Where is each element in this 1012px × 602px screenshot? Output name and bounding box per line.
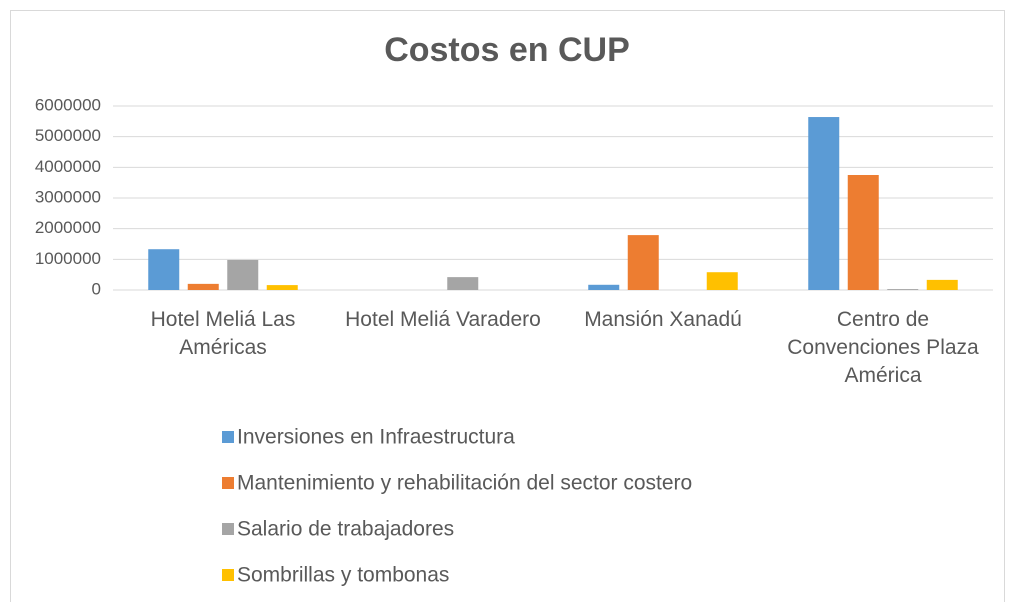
bar	[706, 272, 738, 290]
bar	[227, 259, 259, 290]
bar	[887, 289, 919, 290]
y-tick-label: 2000000	[35, 218, 101, 237]
legend-label: Mantenimiento y rehabilitación del secto…	[237, 472, 692, 495]
bar	[266, 285, 298, 290]
bar	[447, 277, 479, 290]
legend-swatch	[222, 569, 234, 581]
legend-swatch	[222, 523, 234, 535]
x-tick-label: Mansión Xanadú	[584, 308, 742, 331]
legend-label: Inversiones en Infraestructura	[237, 426, 515, 449]
bar	[187, 283, 219, 290]
legend-label: Sombrillas y tombonas	[237, 564, 449, 587]
chart-title: Costos en CUP	[384, 31, 630, 69]
y-tick-label: 5000000	[35, 126, 101, 145]
legend-swatch	[222, 431, 234, 443]
x-tick-label: Hotel Meliá Las Américas	[150, 308, 296, 359]
y-tick-label: 0	[92, 279, 101, 298]
legend-swatch	[222, 477, 234, 489]
chart-frame	[10, 10, 1005, 602]
legend-label: Salario de trabajadores	[237, 518, 454, 541]
bar	[847, 175, 879, 290]
y-tick-label: 3000000	[35, 187, 101, 206]
x-tick-label: Centro de Convenciones Plaza América	[787, 308, 979, 387]
bar	[627, 235, 659, 290]
bar	[926, 279, 958, 290]
x-tick-label: Hotel Meliá Varadero	[345, 308, 541, 331]
bar	[588, 284, 620, 290]
y-tick-label: 1000000	[35, 249, 101, 268]
y-tick-label: 4000000	[35, 157, 101, 176]
y-tick-label: 6000000	[35, 95, 101, 114]
bar	[148, 249, 180, 290]
bar	[808, 117, 840, 290]
